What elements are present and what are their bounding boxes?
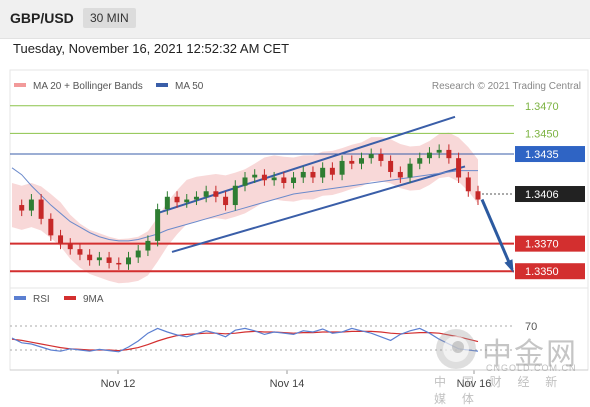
channel-lower-line [171, 165, 466, 253]
legend-label: MA 20 + Bollinger Bands [33, 81, 143, 92]
candle-body [67, 243, 73, 250]
level-label: 1.3370 [525, 239, 559, 251]
symbol-label: GBP/USD [10, 10, 74, 26]
watermark: 中金网 CNGOLD.COM.CN 中 国 财 经 新 媒 体 [434, 327, 584, 406]
candle-body [300, 171, 306, 178]
chart-labels: 1.3470 1.3450 1.3435 1.3406 1.3370 1.3350 70 No… [10, 101, 588, 390]
candle-body [329, 167, 335, 175]
candle-body [397, 171, 403, 178]
chart-header: GBP/USD 30 MIN [0, 0, 590, 39]
candle-body [349, 160, 355, 164]
level-label: 1.3406 [525, 189, 559, 201]
candle-body [456, 158, 462, 178]
level-label-bg [515, 186, 585, 203]
candle-body [320, 167, 326, 178]
candle-body [87, 254, 93, 261]
candle-body [184, 199, 190, 203]
candle-body [465, 177, 471, 192]
candle-body [252, 174, 258, 178]
candle-body [193, 196, 199, 200]
candle-body [426, 152, 432, 159]
rsi-ma-line [11, 330, 479, 352]
candle-body [436, 149, 442, 153]
legend-swatch [14, 83, 26, 87]
watermark-logo-icon [436, 329, 476, 369]
rsi-tick-label: 70 [525, 321, 537, 333]
candle-body [242, 177, 248, 186]
candle-body [126, 257, 131, 265]
watermark-site: CNGOLD.COM.CN [486, 363, 577, 373]
candle-body [116, 262, 122, 265]
x-tick-label: Nov 16 [457, 378, 492, 390]
candle-body [388, 160, 394, 172]
rsi-line [11, 327, 479, 353]
candle-body [106, 257, 112, 263]
level-label-bg [515, 235, 585, 252]
level-label: 1.3470 [525, 101, 559, 113]
candle-body [446, 149, 452, 159]
candle-body [417, 158, 423, 164]
x-tick-label: Nov 12 [101, 378, 136, 390]
forecast-arrow-head [504, 259, 514, 273]
rsi-legend-swatch [14, 296, 26, 300]
candle-body [378, 154, 384, 161]
candle-body [281, 177, 287, 183]
level-label: 1.3350 [525, 266, 559, 278]
candle-body [135, 250, 141, 258]
candle-body [38, 199, 44, 219]
candle-body [28, 199, 34, 211]
candle-body [407, 163, 413, 178]
watermark-tagline: 中 国 财 经 新 媒 体 [434, 375, 564, 406]
candle-body [368, 154, 374, 159]
candle-body [58, 235, 64, 244]
candle-body [164, 196, 170, 210]
candle-body [232, 185, 238, 206]
rsi-legend-label: 9MA [83, 294, 104, 305]
candle-body [475, 191, 481, 200]
candle-body [359, 158, 364, 164]
legend-label: MA 50 [175, 81, 204, 92]
candle-body [203, 191, 209, 197]
rsi-legend-swatch [64, 296, 76, 300]
level-label-bg [515, 263, 585, 280]
price-panel: MA 20 + Bollinger Bands MA 50 Research © 2… [9, 69, 589, 289]
candle-body [213, 191, 219, 197]
candle-body [155, 209, 161, 241]
candle-body [271, 177, 277, 181]
candle-body [339, 160, 345, 175]
datetime-label: Tuesday, November 16, 2021 12:52:32 AM C… [13, 41, 290, 56]
credit-label: Research © 2021 Trading Central [432, 81, 581, 92]
rsi-legend-label: RSI [33, 294, 50, 305]
level-label: 1.3435 [525, 149, 559, 161]
candle-body [48, 218, 54, 236]
candle-body [223, 196, 229, 206]
candle-body [145, 240, 151, 251]
timeframe-badge[interactable]: 30 MIN [83, 8, 136, 28]
forecast-arrow-shaft [480, 198, 514, 270]
candle-body [77, 249, 83, 255]
candle-body [261, 174, 267, 181]
legend-swatch [156, 83, 168, 87]
level-label: 1.3450 [525, 128, 559, 140]
level-label-bg [515, 146, 585, 163]
candle-body [310, 171, 316, 178]
candle-body [291, 177, 297, 183]
candle-body [19, 205, 25, 211]
candle-body [174, 196, 180, 203]
candle-body [96, 257, 102, 261]
watermark-name: 中金网 [482, 337, 578, 372]
x-tick-label: Nov 14 [270, 378, 305, 390]
